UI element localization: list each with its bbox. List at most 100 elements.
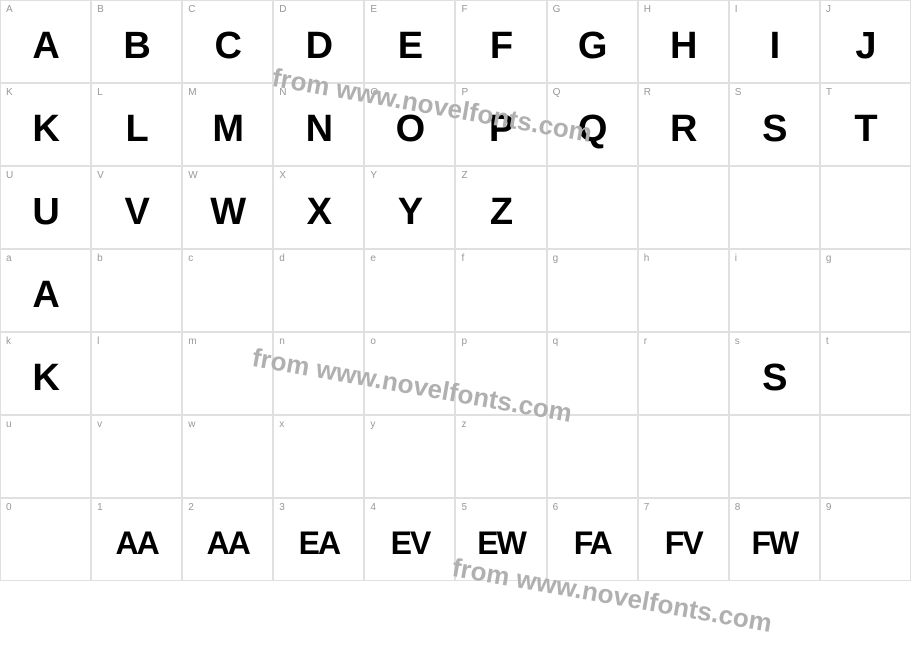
glyph-cell[interactable]: AA xyxy=(0,0,91,83)
cell-label: u xyxy=(6,419,12,430)
glyph-cell[interactable]: TT xyxy=(820,83,911,166)
glyph-cell[interactable]: JJ xyxy=(820,0,911,83)
glyph-cell[interactable]: 2AA xyxy=(182,498,273,581)
cell-label: 3 xyxy=(279,502,285,513)
glyph-cell[interactable] xyxy=(638,166,729,249)
cell-glyph: N xyxy=(306,107,332,150)
glyph-cell[interactable]: XX xyxy=(273,166,364,249)
cell-label: v xyxy=(97,419,102,430)
glyph-cell[interactable]: 7FV xyxy=(638,498,729,581)
glyph-cell[interactable]: r xyxy=(638,332,729,415)
glyph-cell[interactable]: QQ xyxy=(547,83,638,166)
glyph-cell[interactable]: u xyxy=(0,415,91,498)
glyph-cell[interactable]: 9 xyxy=(820,498,911,581)
glyph-cell[interactable]: 6 FA xyxy=(547,498,638,581)
glyph-cell[interactable]: h xyxy=(638,249,729,332)
cell-glyph: FA xyxy=(574,525,611,562)
glyph-cell[interactable]: l xyxy=(91,332,182,415)
cell-label: 8 xyxy=(735,502,741,513)
cell-glyph: M xyxy=(212,107,243,150)
glyph-cell[interactable]: 5EW xyxy=(455,498,546,581)
glyph-cell[interactable] xyxy=(547,166,638,249)
glyph-cell[interactable] xyxy=(820,166,911,249)
glyph-cell[interactable]: sS xyxy=(729,332,820,415)
cell-label: s xyxy=(735,336,740,347)
cell-label: S xyxy=(735,87,742,98)
glyph-cell[interactable]: UU xyxy=(0,166,91,249)
cell-label: M xyxy=(188,87,196,98)
glyph-cell[interactable]: CC xyxy=(182,0,273,83)
glyph-cell[interactable]: GG xyxy=(547,0,638,83)
glyph-cell[interactable]: i xyxy=(729,249,820,332)
cell-label: b xyxy=(97,253,103,264)
glyph-cell[interactable]: m xyxy=(182,332,273,415)
glyph-cell[interactable]: n xyxy=(273,332,364,415)
glyph-cell[interactable]: YY xyxy=(364,166,455,249)
cell-label: Y xyxy=(370,170,377,181)
cell-label: 0 xyxy=(6,502,12,513)
cell-glyph: FV xyxy=(665,525,702,562)
glyph-cell[interactable]: o xyxy=(364,332,455,415)
glyph-cell[interactable]: 3EA xyxy=(273,498,364,581)
cell-glyph: A xyxy=(32,24,58,67)
glyph-cell[interactable]: MM xyxy=(182,83,273,166)
glyph-cell[interactable]: d xyxy=(273,249,364,332)
glyph-cell[interactable]: v xyxy=(91,415,182,498)
glyph-cell[interactable]: EE xyxy=(364,0,455,83)
cell-label: F xyxy=(461,4,467,15)
cell-label: 9 xyxy=(826,502,832,513)
cell-label: 2 xyxy=(188,502,194,513)
cell-glyph: Y xyxy=(398,190,422,233)
glyph-cell[interactable]: DD xyxy=(273,0,364,83)
glyph-cell[interactable]: z xyxy=(455,415,546,498)
glyph-cell[interactable]: f xyxy=(455,249,546,332)
glyph-cell[interactable]: FF xyxy=(455,0,546,83)
glyph-cell[interactable]: y xyxy=(364,415,455,498)
glyph-cell[interactable]: WW xyxy=(182,166,273,249)
glyph-cell[interactable]: SS xyxy=(729,83,820,166)
cell-label: f xyxy=(461,253,464,264)
cell-label: Q xyxy=(553,87,561,98)
glyph-cell[interactable]: g xyxy=(547,249,638,332)
glyph-cell[interactable]: 4EV xyxy=(364,498,455,581)
glyph-cell[interactable]: ZZ xyxy=(455,166,546,249)
glyph-cell[interactable]: HH xyxy=(638,0,729,83)
cell-glyph: W xyxy=(210,190,245,233)
glyph-cell[interactable] xyxy=(547,415,638,498)
glyph-cell[interactable]: BB xyxy=(91,0,182,83)
glyph-cell[interactable]: VV xyxy=(91,166,182,249)
cell-glyph: B xyxy=(123,24,149,67)
glyph-cell[interactable]: x xyxy=(273,415,364,498)
glyph-cell[interactable]: aA xyxy=(0,249,91,332)
cell-label: q xyxy=(553,336,559,347)
glyph-cell[interactable] xyxy=(729,415,820,498)
glyph-cell[interactable]: q xyxy=(547,332,638,415)
glyph-cell[interactable]: 1AA xyxy=(91,498,182,581)
glyph-cell[interactable]: NN xyxy=(273,83,364,166)
glyph-cell[interactable] xyxy=(729,166,820,249)
cell-label: z xyxy=(461,419,466,430)
cell-label: w xyxy=(188,419,195,430)
cell-label: B xyxy=(97,4,104,15)
glyph-cell[interactable]: e xyxy=(364,249,455,332)
glyph-cell[interactable]: p xyxy=(455,332,546,415)
glyph-cell[interactable]: OO xyxy=(364,83,455,166)
glyph-cell[interactable]: g xyxy=(820,249,911,332)
glyph-cell[interactable] xyxy=(638,415,729,498)
glyph-cell[interactable]: c xyxy=(182,249,273,332)
cell-label: 6 xyxy=(553,502,559,513)
glyph-cell[interactable]: II xyxy=(729,0,820,83)
glyph-cell[interactable]: b xyxy=(91,249,182,332)
cell-label: O xyxy=(370,87,378,98)
glyph-cell[interactable]: LL xyxy=(91,83,182,166)
glyph-cell[interactable]: kK xyxy=(0,332,91,415)
glyph-cell[interactable]: KK xyxy=(0,83,91,166)
glyph-cell[interactable]: w xyxy=(182,415,273,498)
cell-label: p xyxy=(461,336,467,347)
glyph-cell[interactable]: 0 xyxy=(0,498,91,581)
glyph-cell[interactable] xyxy=(820,415,911,498)
glyph-cell[interactable]: 8FW xyxy=(729,498,820,581)
glyph-cell[interactable]: PP xyxy=(455,83,546,166)
glyph-cell[interactable]: t xyxy=(820,332,911,415)
glyph-cell[interactable]: RR xyxy=(638,83,729,166)
